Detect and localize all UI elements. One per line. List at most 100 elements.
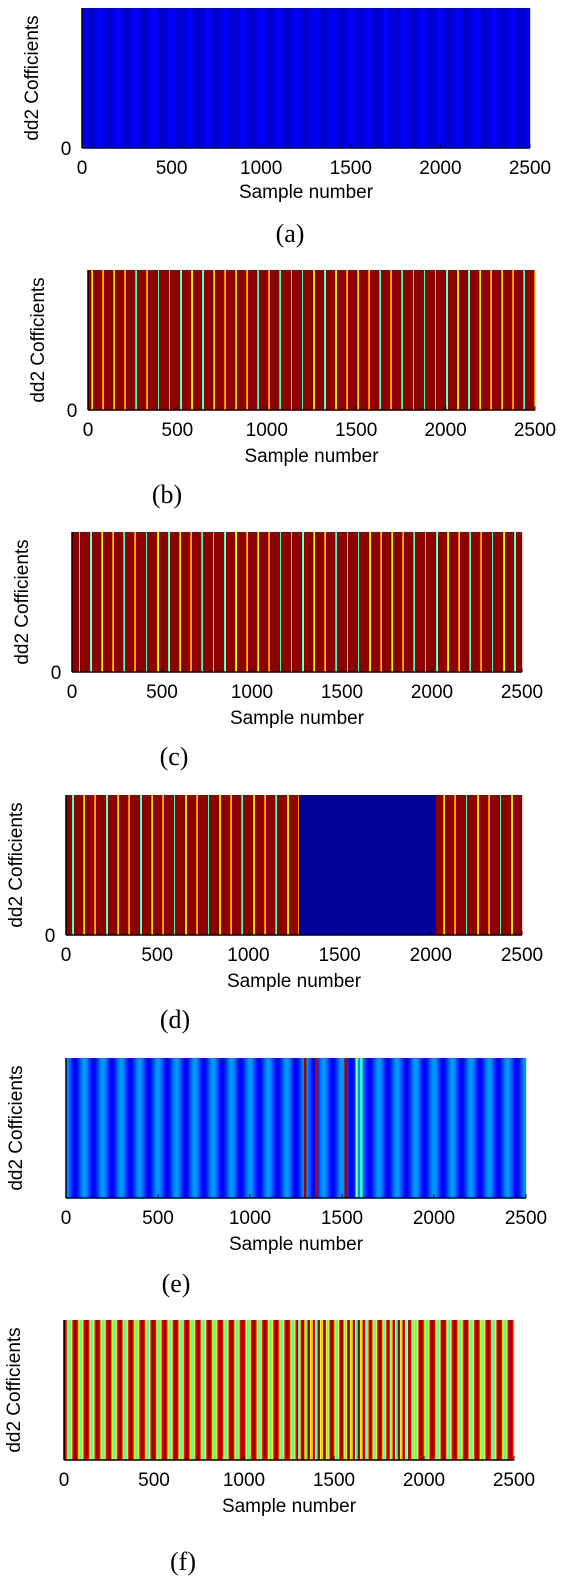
heatmap-cell [364,8,366,148]
heatmap-cell [501,532,503,672]
heatmap-cell [469,1320,471,1460]
heatmap-cell [422,1058,424,1198]
heatmap-cell [446,795,448,935]
heatmap-cell [89,8,91,148]
heatmap-cell [125,532,127,672]
heatmap-cell [494,8,496,148]
heatmap-cell [179,532,181,672]
heatmap-cell [475,1320,477,1460]
heatmap-cell [146,8,148,148]
heatmap-cell [334,8,336,148]
heatmap-cell [341,1058,343,1198]
heatmap-cell [304,8,306,148]
heatmap-cell [183,270,185,410]
heatmap-cell [162,532,164,672]
heatmap-cell [358,1058,360,1198]
heatmap-cell [414,1058,416,1198]
heatmap-cell [331,270,333,410]
heatmap-cell [81,1058,83,1198]
heatmap-cell [143,532,145,672]
heatmap-cell [170,1058,172,1198]
heatmap-cell [489,1320,491,1460]
heatmap-cell [448,1058,450,1198]
heatmap-cell [102,532,104,672]
heatmap-cell [87,8,89,148]
heatmap-cell [278,1320,280,1460]
heatmap-cell [283,795,285,935]
heatmap-cell [392,1320,394,1460]
heatmap-cell [239,1058,241,1198]
heatmap-cell [416,8,418,148]
heatmap-cell [193,532,195,672]
heatmap-cell [237,8,239,148]
heatmap-cell [379,795,381,935]
heatmap-cell [368,795,370,935]
heatmap-cell [411,1320,413,1460]
heatmap-cell [266,795,268,935]
heatmap-cell [172,1058,174,1198]
heatmap-cell [168,532,170,672]
heatmap-cell [279,532,281,672]
heatmap-cell [202,1320,204,1460]
heatmap-cell [308,1320,310,1460]
heatmap-cell [395,1058,397,1198]
heatmap-cell [418,795,420,935]
heatmap-cell [376,1058,378,1198]
heatmap-cell [149,270,151,410]
heatmap-cell [149,532,151,672]
heatmap-cell [211,1058,213,1198]
heatmap-cell [365,270,367,410]
heatmap-cell [255,270,257,410]
heatmap-cell [131,270,133,410]
heatmap-cell [379,1320,381,1460]
heatmap-cell [161,532,163,672]
heatmap-cell [165,1320,167,1460]
heatmap-cell [151,1058,153,1198]
heatmap-cell [87,532,89,672]
heatmap-cell [428,1058,430,1198]
heatmap-cell [524,270,526,410]
heatmap-cell [338,1058,340,1198]
heatmap-cell [292,8,294,148]
x-tick-label: 500 [156,158,188,179]
heatmap-cell [185,532,187,672]
heatmap-cell [312,1320,314,1460]
heatmap-cell [497,1058,499,1198]
heatmap-cell [342,795,344,935]
heatmap-cell [327,1320,329,1460]
heatmap-cell [435,1320,437,1460]
heatmap-cell [499,8,501,148]
heatmap-cell [448,532,450,672]
heatmap-cell [480,1320,482,1460]
heatmap-cell [489,8,491,148]
heatmap-cell [468,270,470,410]
heatmap-cell [459,532,461,672]
heatmap-cell [414,1320,416,1460]
heatmap-cell [201,1320,203,1460]
heatmap-cell [381,1320,383,1460]
heatmap-cell [441,795,443,935]
heatmap-cell [352,795,354,935]
heatmap-cell [177,8,179,148]
heatmap-cell [415,532,417,672]
heatmap-cell [343,795,345,935]
heatmap-cell [291,1320,293,1460]
heatmap-cell [221,8,223,148]
heatmap-cell [423,795,425,935]
heatmap-cell [462,1320,464,1460]
heatmap-cell [423,1058,425,1198]
heatmap-cell [508,270,510,410]
heatmap-cell [484,795,486,935]
heatmap-cell [267,532,269,672]
heatmap-cell [253,1058,255,1198]
heatmap-cell [140,1058,142,1198]
heatmap-cell [381,8,383,148]
heatmap-cell [450,270,452,410]
heatmap-cell [417,1058,419,1198]
heatmap-cell [276,270,278,410]
heatmap-cell [129,532,131,672]
heatmap-cell [217,1320,219,1460]
heatmap-cell [375,532,377,672]
heatmap-cell [163,8,165,148]
heatmap-cell [437,270,439,410]
